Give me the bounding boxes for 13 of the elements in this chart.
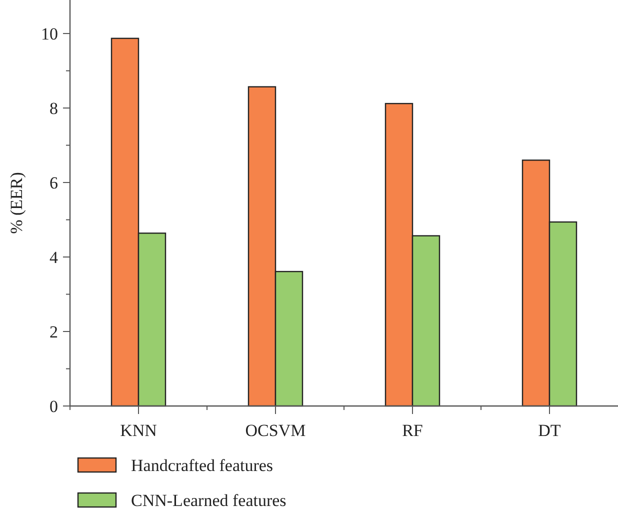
x-tick-label: OCSVM [245,421,306,440]
legend-label: Handcrafted features [131,456,274,475]
y-tick-label: 2 [50,322,58,342]
y-tick-label: 4 [50,248,58,267]
x-tick-label: DT [538,421,562,440]
x-tick-label: KNN [120,421,157,440]
y-tick-label: 6 [50,173,58,192]
y-tick-label: 8 [50,98,58,118]
y-axis-title: % (EER) [7,172,26,234]
y-tick-label: 0 [50,396,58,416]
x-tick-label: RF [402,421,423,440]
legend-label: CNN-Learned features [131,490,286,510]
y-tick-label: 10 [41,24,58,44]
